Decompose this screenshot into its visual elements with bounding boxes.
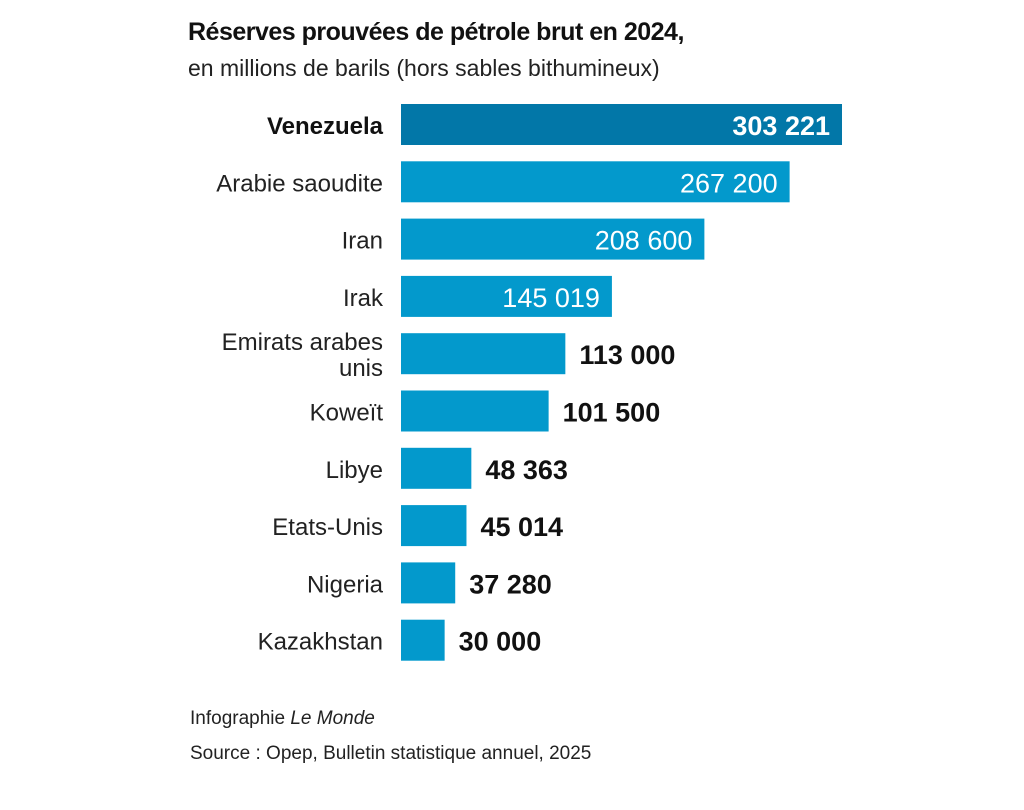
bar-chart: Venezuela 303 221 Arabie saoudite 267 200 Ir… bbox=[216, 104, 842, 661]
value-label: 37 280 bbox=[469, 569, 552, 599]
category-label: Irak bbox=[343, 285, 384, 312]
value-label: 267 200 bbox=[680, 168, 778, 198]
category-label: Iran bbox=[342, 228, 383, 255]
category-label: Etats-Unis bbox=[272, 514, 383, 541]
bar bbox=[401, 218, 705, 260]
value-label: 30 000 bbox=[459, 627, 542, 657]
value-label: 303 221 bbox=[732, 111, 830, 141]
value-label: 45 014 bbox=[480, 512, 563, 542]
credit: Infographie Le Monde bbox=[190, 708, 375, 730]
source: Source : Opep, Bulletin statistique annu… bbox=[190, 743, 592, 764]
value-label: 113 000 bbox=[579, 340, 675, 370]
credit-prefix: Infographie bbox=[190, 708, 291, 729]
value-label: 145 019 bbox=[502, 283, 600, 313]
bar bbox=[401, 562, 456, 604]
category-label: Kazakhstan bbox=[258, 629, 383, 656]
credit-name: Le Monde bbox=[290, 708, 375, 729]
bar bbox=[401, 104, 842, 145]
category-label: unis bbox=[339, 355, 383, 382]
chart-subtitle: en millions de barils (hors sables bithu… bbox=[188, 55, 660, 81]
bar bbox=[401, 619, 445, 661]
category-label: Arabie saoudite bbox=[216, 170, 383, 197]
bar bbox=[401, 505, 467, 547]
category-label: Koweït bbox=[310, 400, 384, 427]
category-label: Emirats arabes bbox=[222, 329, 383, 356]
bar bbox=[401, 390, 549, 432]
value-label: 48 363 bbox=[485, 455, 568, 485]
bar bbox=[401, 333, 566, 375]
value-label: 208 600 bbox=[595, 226, 693, 256]
category-label: Libye bbox=[326, 457, 383, 484]
value-label: 101 500 bbox=[563, 398, 661, 428]
category-label: Venezuela bbox=[267, 113, 384, 140]
bar bbox=[401, 447, 472, 489]
bar bbox=[401, 275, 612, 317]
chart-title: Réserves prouvées de pétrole brut en 202… bbox=[188, 18, 684, 46]
category-label: Nigeria bbox=[307, 571, 384, 598]
bar bbox=[401, 161, 790, 203]
